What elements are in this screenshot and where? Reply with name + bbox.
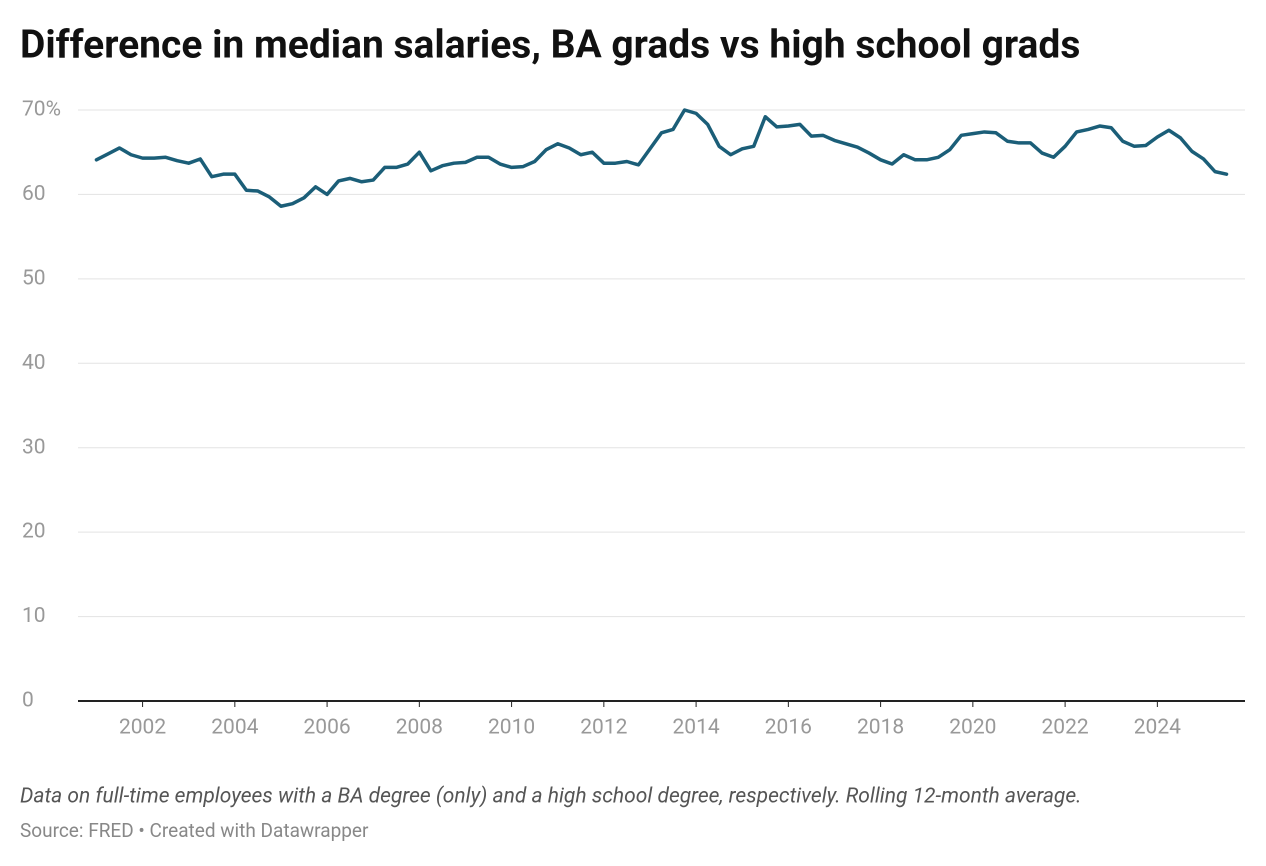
y-tick-label: 10 bbox=[22, 604, 46, 628]
y-tick-label: 0 bbox=[22, 689, 34, 713]
y-tick-label: 60 bbox=[22, 182, 46, 206]
x-tick-label: 2008 bbox=[396, 716, 443, 740]
x-tick-label: 2014 bbox=[672, 716, 719, 740]
line bbox=[94, 108, 1229, 208]
y-tick-label: 20 bbox=[22, 520, 46, 544]
note: Data on full-time employees with a BA de… bbox=[20, 785, 1082, 809]
x-tick-label: 2010 bbox=[488, 716, 535, 740]
x-tick-label: 2024 bbox=[1134, 716, 1181, 740]
y-tick-label: 30 bbox=[22, 435, 46, 459]
x-tick-label: 2016 bbox=[765, 716, 812, 740]
x-tick-label: 2012 bbox=[580, 716, 627, 740]
x-tick-label: 2018 bbox=[857, 716, 904, 740]
x-tick-label: 2006 bbox=[303, 716, 350, 740]
y-tick-label: 40 bbox=[22, 351, 46, 375]
chart-title: Difference in median salaries, BA grads … bbox=[20, 21, 1080, 67]
x-tick-label: 2022 bbox=[1041, 716, 1088, 740]
x-tick-label: 2020 bbox=[949, 716, 996, 740]
x-tick-label: 2004 bbox=[211, 716, 258, 740]
y-tick-label: 70% bbox=[22, 98, 61, 122]
x-tick-label: 2002 bbox=[119, 716, 166, 740]
source: Source: FRED • Created with Datawrapper bbox=[20, 819, 369, 842]
y-tick-label: 50 bbox=[22, 266, 46, 290]
